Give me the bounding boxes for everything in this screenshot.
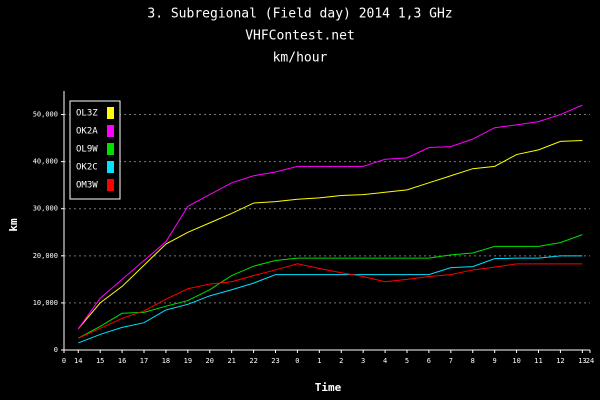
x-tick-label: 21 [227,357,235,365]
series-line [78,234,583,339]
legend-swatch [107,125,114,137]
x-tick-label: 1 [317,357,321,365]
y-tick-label: 50,000 [33,111,58,119]
x-tick-label: 10 [512,357,520,365]
x-tick-label: 8 [471,357,475,365]
x-tick-label: 0 [295,357,299,365]
x-tick-label: 9 [493,357,497,365]
x-tick-label: 17 [140,357,148,365]
y-tick-label: 20,000 [33,252,58,260]
series-line [78,263,583,339]
legend-swatch [107,179,114,191]
x-tick-label: 24 [586,357,594,365]
legend-label: OL9W [76,145,98,155]
x-tick-label: 0 [62,357,66,365]
x-tick-label: 4 [383,357,387,365]
legend-label: OK2C [76,163,98,173]
chart-title: 3. Subregional (Field day) 2014 1,3 GHz [147,7,452,22]
x-tick-label: 16 [118,357,126,365]
x-tick-label: 18 [162,357,170,365]
x-tick-label: 14 [74,357,82,365]
series-line [78,255,583,344]
series-line [77,139,583,330]
legend-swatch [107,161,114,173]
y-tick-label: 10,000 [33,299,58,307]
x-tick-label: 22 [249,357,257,365]
x-tick-label: 12 [556,357,564,365]
y-tick-label: 0 [54,346,58,354]
x-tick-label: 5 [405,357,409,365]
x-axis-label: Time [315,381,342,394]
chart-subtitle: VHFContest.net [245,29,355,44]
x-tick-label: 15 [96,357,104,365]
x-tick-label: 13 [578,357,586,365]
series-line [77,104,583,330]
x-tick-label: 20 [206,357,214,365]
legend-swatch [107,107,114,119]
legend-label: OM3W [76,181,98,191]
x-tick-label: 19 [184,357,192,365]
y-tick-label: 40,000 [33,158,58,166]
x-tick-label: 6 [427,357,431,365]
y-axis-label: km [7,218,20,232]
x-tick-label: 2 [339,357,343,365]
x-tick-label: 11 [534,357,542,365]
legend-label: OL3Z [76,109,98,119]
chart-subtitle: km/hour [273,51,328,66]
x-tick-label: 7 [449,357,453,365]
x-tick-label: 3 [361,357,365,365]
legend-label: OK2A [76,127,98,137]
x-tick-label: 23 [271,357,279,365]
y-tick-label: 30,000 [33,205,58,213]
legend-swatch [107,143,114,155]
